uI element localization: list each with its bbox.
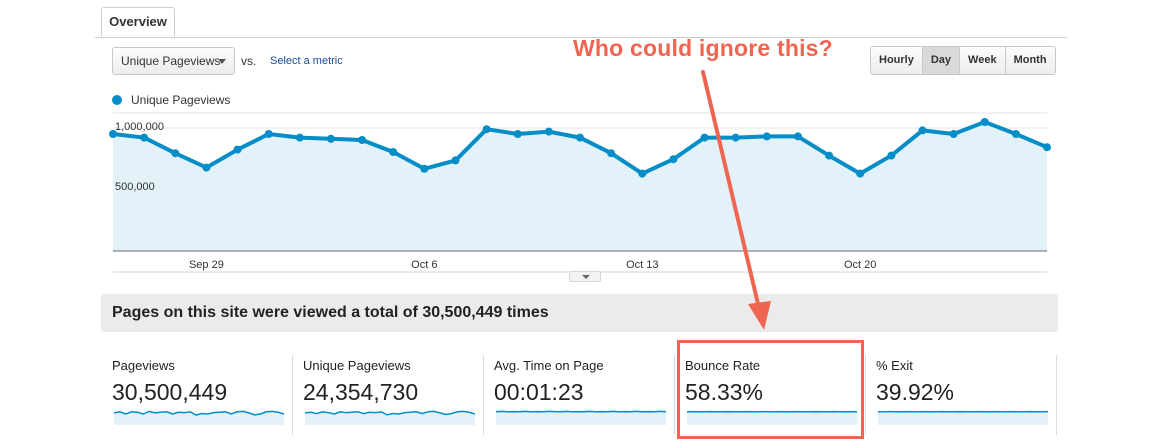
data-point: [700, 133, 709, 142]
divider: [674, 355, 675, 435]
data-point: [482, 125, 491, 134]
data-point: [544, 127, 553, 136]
pageviews-chart: 1,000,000 500,000 Sep 29 Oct 6 Oct 13 Oct 20: [109, 112, 1051, 273]
divider: [483, 355, 484, 435]
month-button[interactable]: Month: [1004, 47, 1055, 74]
metric-card-exit[interactable]: % Exit 39.92%: [876, 357, 1054, 437]
x-tick-label: Oct 6: [411, 259, 437, 271]
metric-label: Pageviews: [112, 358, 175, 373]
data-point: [202, 163, 211, 172]
vs-label: vs.: [241, 54, 257, 68]
data-point: [295, 133, 304, 142]
y-tick-label: 1,000,000: [115, 121, 164, 133]
annotation-highlight-box: [677, 340, 864, 439]
data-point: [793, 132, 802, 141]
sparkline-area: [878, 411, 1048, 425]
x-tick-label: Oct 13: [626, 259, 658, 271]
chart-expand-handle[interactable]: [569, 271, 601, 282]
granularity-toggle: Hourly Day Week Month: [870, 46, 1056, 75]
data-point: [171, 149, 180, 158]
annotation-text: Who could ignore this?: [573, 35, 833, 61]
data-point: [638, 169, 647, 178]
data-point: [389, 148, 398, 156]
data-point: [358, 136, 367, 144]
data-point: [576, 133, 584, 142]
metric-value: 00:01:23: [494, 379, 584, 405]
data-point: [264, 130, 273, 138]
divider: [1056, 355, 1057, 435]
legend-dot-icon: [112, 95, 122, 105]
metric-select-value: Unique Pageviews: [121, 54, 221, 68]
metric-label: % Exit: [876, 358, 913, 373]
data-point: [887, 151, 896, 160]
hourly-button[interactable]: Hourly: [871, 47, 922, 74]
x-tick-label: Sep 29: [189, 259, 224, 271]
sparkline-line: [114, 410, 284, 416]
summary-text: Pages on this site were viewed a total o…: [112, 304, 549, 321]
tab-overview[interactable]: Overview: [101, 7, 175, 37]
data-point: [918, 126, 927, 135]
legend-label: Unique Pageviews: [131, 93, 231, 107]
data-point: [513, 130, 522, 138]
sparkline: [878, 410, 1048, 425]
chart-legend: Unique Pageviews: [112, 93, 230, 107]
data-point: [856, 169, 865, 178]
data-point: [326, 134, 335, 143]
data-point: [762, 132, 771, 141]
tab-bar: [95, 37, 1067, 38]
metric-card-bounce-rate[interactable]: Bounce Rate 58.33%: [685, 357, 863, 437]
sparkline-area: [496, 411, 666, 425]
y-tick-label: 500,000: [115, 181, 155, 193]
data-point: [669, 155, 678, 164]
summary-banner: Pages on this site were viewed a total o…: [101, 294, 1058, 332]
day-button[interactable]: Day: [921, 47, 960, 74]
sparkline-area: [114, 411, 284, 425]
select-metric-link[interactable]: Select a metric: [270, 55, 343, 67]
sparkline-line: [305, 410, 475, 416]
x-tick-label: Oct 20: [844, 259, 876, 271]
sparkline: [496, 410, 666, 425]
divider: [865, 355, 866, 435]
week-button[interactable]: Week: [959, 47, 1005, 74]
metric-card-unique-pageviews[interactable]: Unique Pageviews 24,354,730: [303, 357, 481, 437]
data-point: [140, 133, 149, 142]
metric-value: 30,500,449: [112, 379, 228, 405]
metric-card-pageviews[interactable]: Pageviews 30,500,449: [112, 357, 290, 437]
chevron-down-icon: [218, 59, 226, 64]
sparkline: [305, 410, 475, 425]
metric-select[interactable]: Unique Pageviews: [112, 47, 235, 75]
sparkline-area: [305, 411, 475, 425]
metric-value: 24,354,730: [303, 379, 419, 405]
metric-value: 58.33%: [685, 379, 764, 405]
data-point: [1011, 130, 1020, 138]
data-point: [420, 164, 429, 173]
data-point: [451, 156, 460, 165]
metric-label: Unique Pageviews: [303, 358, 411, 373]
sparkline: [687, 410, 857, 425]
metric-value: 39.92%: [876, 379, 955, 405]
data-point: [1043, 143, 1051, 152]
data-point: [109, 130, 117, 138]
metric-label: Bounce Rate: [685, 358, 761, 373]
data-point: [233, 145, 242, 154]
series-area: [113, 122, 1047, 251]
data-point: [825, 151, 834, 160]
metric-card-avg-time-on-page[interactable]: Avg. Time on Page 00:01:23: [494, 357, 672, 437]
data-point: [607, 149, 616, 158]
divider: [292, 355, 293, 435]
data-point: [731, 133, 740, 142]
metric-label: Avg. Time on Page: [494, 358, 604, 373]
sparkline-area: [687, 411, 857, 425]
sparkline: [114, 410, 284, 425]
data-point: [949, 130, 958, 138]
data-point: [980, 118, 989, 126]
